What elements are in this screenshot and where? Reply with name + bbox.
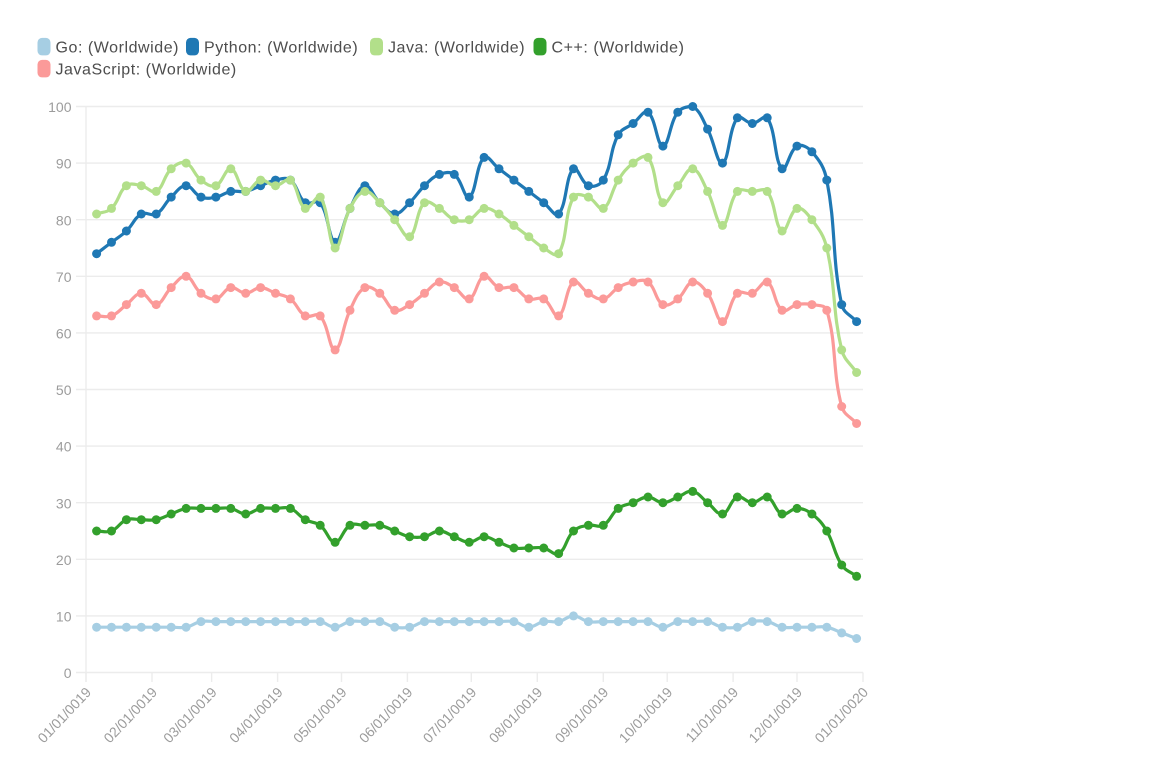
svg-text:Go: (Worldwide): Go: (Worldwide) (56, 39, 180, 56)
svg-text:80: 80 (56, 212, 72, 228)
svg-text:30: 30 (56, 495, 72, 511)
svg-text:90: 90 (56, 156, 72, 172)
svg-text:50: 50 (56, 382, 72, 398)
svg-text:C++: (Worldwide): C++: (Worldwide) (552, 39, 685, 56)
svg-text:60: 60 (56, 326, 72, 342)
svg-text:40: 40 (56, 439, 72, 455)
svg-text:Java: (Worldwide): Java: (Worldwide) (388, 39, 525, 56)
svg-text:JavaScript: (Worldwide): JavaScript: (Worldwide) (56, 61, 237, 78)
svg-text:100: 100 (48, 99, 72, 115)
svg-text:10: 10 (56, 609, 72, 625)
svg-text:0: 0 (64, 665, 72, 681)
svg-text:70: 70 (56, 269, 72, 285)
svg-text:20: 20 (56, 552, 72, 568)
svg-text:Python: (Worldwide): Python: (Worldwide) (204, 39, 358, 56)
